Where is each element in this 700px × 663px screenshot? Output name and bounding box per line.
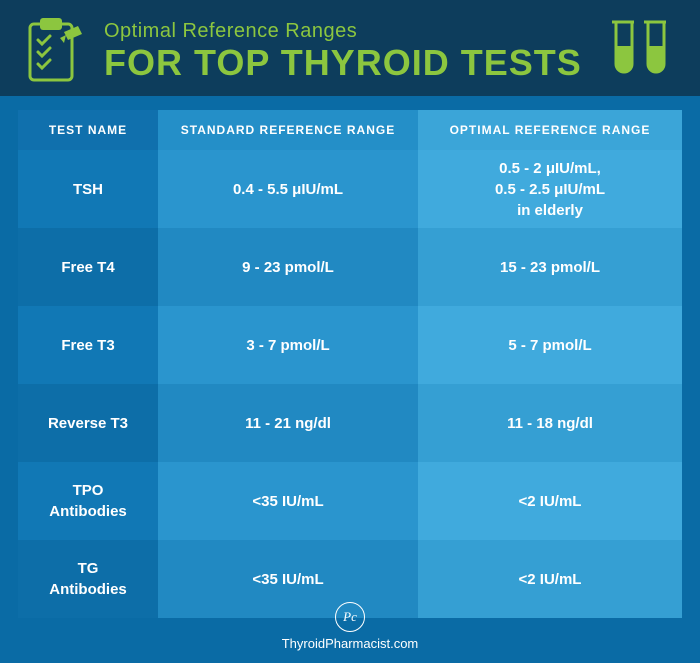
cell-standard: <35 IU/mL	[158, 462, 418, 540]
footer-logo-icon: Pc	[335, 602, 365, 632]
cell-standard: 9 - 23 pmol/L	[158, 228, 418, 306]
cell-standard: 3 - 7 pmol/L	[158, 306, 418, 384]
cell-optimal: <2 IU/mL	[418, 462, 682, 540]
table-row: Free T49 - 23 pmol/L15 - 23 pmol/L	[18, 228, 682, 306]
footer: Pc ThyroidPharmacist.com	[0, 602, 700, 651]
cell-standard: 11 - 21 ng/dl	[158, 384, 418, 462]
cell-test-name: Reverse T3	[18, 384, 158, 462]
header-bar: Optimal Reference Ranges FOR TOP THYROID…	[0, 0, 700, 96]
col-header-optimal: OPTIMAL REFERENCE RANGE	[418, 110, 682, 150]
cell-test-name: TPO Antibodies	[18, 462, 158, 540]
table-row: TSH0.4 - 5.5 μIU/mL0.5 - 2 μIU/mL, 0.5 -…	[18, 150, 682, 228]
title-block: Optimal Reference Ranges FOR TOP THYROID…	[104, 20, 606, 81]
cell-optimal: 11 - 18 ng/dl	[418, 384, 682, 462]
table-row: Free T33 - 7 pmol/L5 - 7 pmol/L	[18, 306, 682, 384]
test-tubes-icon	[606, 18, 672, 82]
reference-table: TEST NAME STANDARD REFERENCE RANGE OPTIM…	[18, 110, 682, 618]
cell-optimal: 5 - 7 pmol/L	[418, 306, 682, 384]
footer-site: ThyroidPharmacist.com	[0, 636, 700, 651]
table-row: TPO Antibodies<35 IU/mL<2 IU/mL	[18, 462, 682, 540]
col-header-test-name: TEST NAME	[18, 110, 158, 150]
title-big: FOR TOP THYROID TESTS	[104, 45, 606, 81]
cell-standard: 0.4 - 5.5 μIU/mL	[158, 150, 418, 228]
cell-optimal: 15 - 23 pmol/L	[418, 228, 682, 306]
cell-test-name: Free T3	[18, 306, 158, 384]
clipboard-icon	[28, 18, 86, 82]
cell-test-name: Free T4	[18, 228, 158, 306]
table-row: Reverse T311 - 21 ng/dl11 - 18 ng/dl	[18, 384, 682, 462]
title-small: Optimal Reference Ranges	[104, 20, 606, 43]
cell-optimal: 0.5 - 2 μIU/mL, 0.5 - 2.5 μIU/mL in elde…	[418, 150, 682, 228]
table-header-row: TEST NAME STANDARD REFERENCE RANGE OPTIM…	[18, 110, 682, 150]
cell-test-name: TSH	[18, 150, 158, 228]
col-header-standard: STANDARD REFERENCE RANGE	[158, 110, 418, 150]
